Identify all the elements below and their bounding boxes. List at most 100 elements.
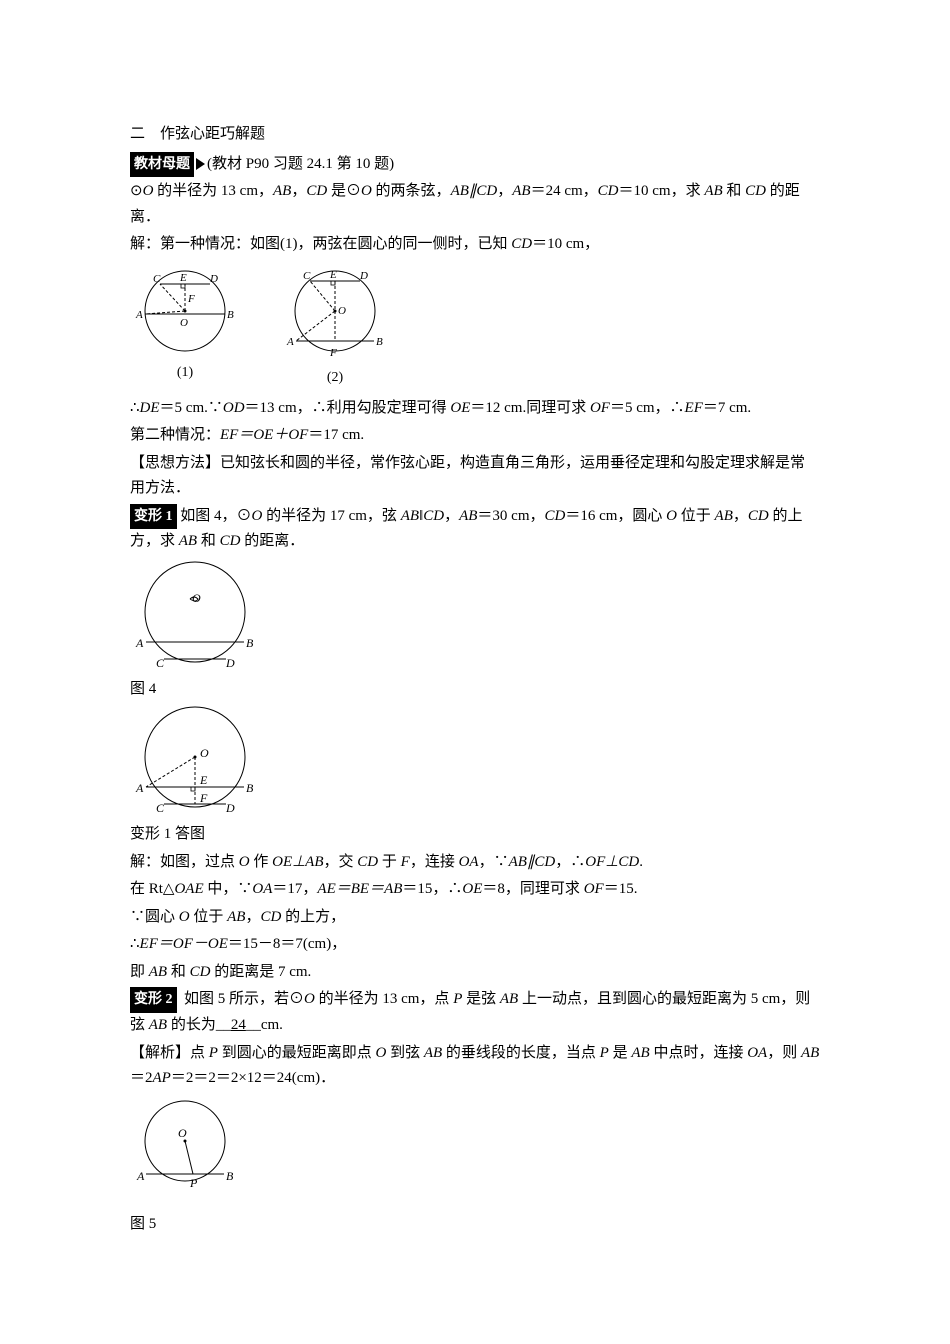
- t: 到弦: [386, 1045, 424, 1061]
- v: OA: [747, 1045, 767, 1061]
- t: ，: [733, 508, 748, 524]
- svg-text:A: A: [135, 309, 143, 321]
- svg-text:B: B: [226, 1169, 234, 1183]
- svg-text:A: A: [135, 636, 144, 650]
- v: EF＝OF－OE: [140, 936, 228, 952]
- v: AP: [153, 1070, 171, 1086]
- t: 的距离是 7 cm.: [210, 964, 311, 980]
- t: 作: [250, 854, 273, 870]
- diagram-1: A B C D E F O (1): [130, 264, 240, 390]
- t: 和: [167, 964, 190, 980]
- var-EF2: EF＝OE＋OF: [220, 427, 308, 443]
- t: 的半径为 13 cm，点: [315, 991, 453, 1007]
- svg-text:O: O: [178, 1126, 187, 1140]
- v: O: [179, 909, 190, 925]
- v: CD: [357, 854, 378, 870]
- t: ＝15.: [604, 881, 638, 897]
- svg-text:B: B: [246, 781, 254, 795]
- svg-text:D: D: [225, 656, 235, 670]
- var-AB: AB: [273, 183, 291, 199]
- t: 的长为__: [167, 1017, 231, 1033]
- section-title: 二 作弦心距巧解题: [130, 122, 820, 148]
- t: ，: [497, 183, 512, 199]
- variant-1-answer-fig: O E F A B C D 变形 1 答图: [130, 702, 820, 848]
- t: ＝17，: [272, 881, 317, 897]
- svg-text:D: D: [225, 801, 235, 815]
- t: ＝8，同理可求: [482, 881, 583, 897]
- t: ＝10 cm，: [532, 236, 599, 252]
- analysis: 【解析】点 P 到圆心的最短距离即点 O 到弦 AB 的垂线段的长度，当点 P …: [130, 1041, 820, 1092]
- var-AB: AB: [512, 183, 530, 199]
- badge-var2: 变形 2: [130, 987, 177, 1013]
- t: __cm.: [246, 1017, 283, 1033]
- v: O: [375, 1045, 386, 1061]
- var1-sol-line2: 在 Rt△OAE 中，∵OA＝17，AE＝BE＝AB＝15，∴OE＝8，同理可求…: [130, 877, 820, 903]
- v: AB: [149, 964, 167, 980]
- svg-text:E: E: [199, 773, 208, 787]
- problem-main: ⊙O 的半径为 13 cm，AB，CD 是⊙O 的两条弦，AB∥CD，AB＝24…: [130, 179, 820, 230]
- var-OF: OF: [590, 400, 610, 416]
- t: 和: [197, 533, 220, 549]
- t: 的距离．: [240, 533, 304, 549]
- var-ABpCD: AB∥CD: [451, 183, 498, 199]
- v: O: [239, 854, 250, 870]
- t: 的半径为 13 cm，: [153, 183, 273, 199]
- t: 第二种情况：: [130, 427, 220, 443]
- t: ，连接: [410, 854, 459, 870]
- svg-text:E: E: [179, 272, 187, 284]
- variant-1: 变形 1 如图 4，⊙O 的半径为 17 cm，弦 AB‖CD，AB＝30 cm…: [130, 504, 820, 555]
- variant-2: 变形 2 如图 5 所示，若⊙O 的半径为 13 cm，点 P 是弦 AB 上一…: [130, 987, 820, 1038]
- t: 的两条弦，: [372, 183, 451, 199]
- t: 即: [130, 964, 149, 980]
- svg-text:A: A: [136, 1169, 145, 1183]
- analysis-label: 【解析】: [130, 1045, 190, 1061]
- t: 是⊙: [327, 183, 361, 199]
- v: OA: [252, 881, 272, 897]
- sol-line-de: ∴DE＝5 cm.∵OD＝13 cm，∴利用勾股定理可得 OE＝12 cm.同理…: [130, 396, 820, 422]
- t: ，: [444, 508, 459, 524]
- var-O: O: [143, 183, 154, 199]
- t: ＝15－8＝7(cm)，: [228, 936, 346, 952]
- v: AB: [401, 508, 419, 524]
- v: F: [401, 854, 410, 870]
- v: P: [209, 1045, 218, 1061]
- svg-text:A: A: [135, 781, 144, 795]
- svg-text:C: C: [303, 270, 311, 282]
- diagram-2-caption: (2): [280, 366, 390, 390]
- v: CD: [260, 909, 281, 925]
- var-CD: CD: [745, 183, 766, 199]
- t: ，交: [324, 854, 358, 870]
- t: ＝5 cm，∴: [610, 400, 685, 416]
- v: OE⊥AB: [272, 854, 323, 870]
- v: O: [304, 991, 315, 1007]
- badge-source: 教材母题: [130, 152, 194, 178]
- svg-text:C: C: [156, 656, 165, 670]
- v: OA: [459, 854, 479, 870]
- v: O: [666, 508, 677, 524]
- t: 的垂线段的长度，当点: [442, 1045, 600, 1061]
- t: 解：如图，过点: [130, 854, 239, 870]
- svg-text:B: B: [246, 636, 254, 650]
- t: ∵圆心: [130, 909, 179, 925]
- t: 在 Rt△: [130, 881, 174, 897]
- svg-text:C: C: [156, 801, 165, 815]
- fig4-caption: 图 4: [130, 677, 820, 703]
- v: CD: [545, 508, 566, 524]
- t: ＝16 cm，圆心: [565, 508, 666, 524]
- t: ＝12 cm.同理可求: [470, 400, 590, 416]
- v: AB: [149, 1017, 167, 1033]
- t: ＝30 cm，: [477, 508, 544, 524]
- t: ∴: [130, 936, 140, 952]
- svg-text:B: B: [376, 336, 383, 348]
- v: O: [252, 508, 263, 524]
- svg-text:D: D: [209, 273, 218, 285]
- svg-text:C: C: [153, 273, 161, 285]
- t: ，∵: [479, 854, 509, 870]
- var-OE: OE: [450, 400, 470, 416]
- t: ＝7 cm.: [703, 400, 751, 416]
- t: 是弦: [462, 991, 500, 1007]
- sol-case2: 第二种情况：EF＝OE＋OF＝17 cm.: [130, 423, 820, 449]
- v: AB: [424, 1045, 442, 1061]
- diagram-1-caption: (1): [130, 361, 240, 385]
- svg-text:A: A: [286, 336, 294, 348]
